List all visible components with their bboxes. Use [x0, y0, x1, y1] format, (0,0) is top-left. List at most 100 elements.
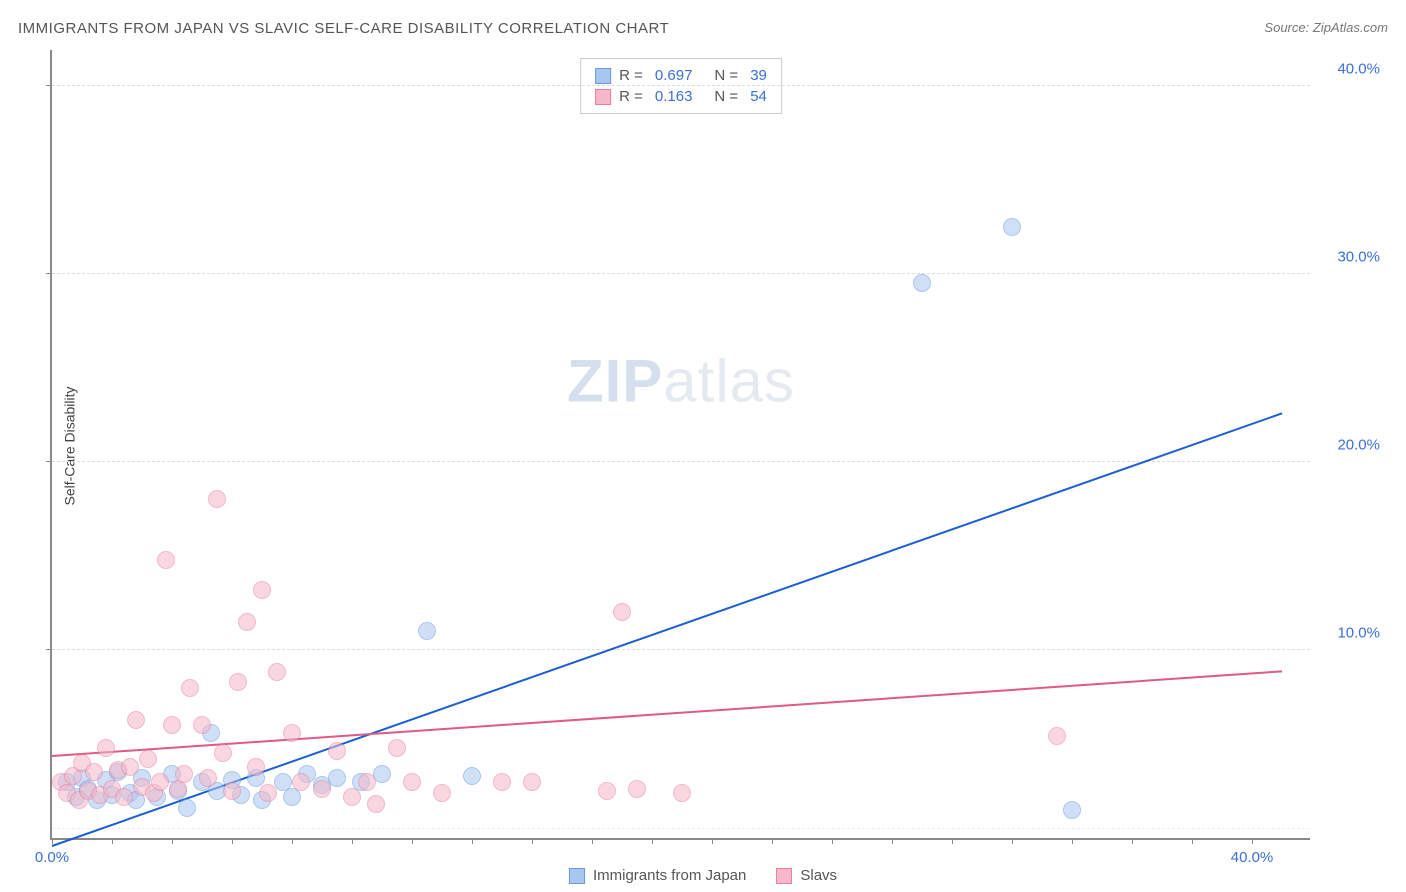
x-tick	[1012, 838, 1013, 844]
legend-n-label: N =	[714, 67, 738, 84]
x-tick	[112, 838, 113, 844]
data-point	[199, 769, 217, 787]
data-point	[913, 274, 931, 292]
watermark-atlas: atlas	[663, 347, 795, 414]
data-point	[1003, 218, 1021, 236]
gridline	[52, 273, 1310, 274]
y-tick	[46, 461, 52, 462]
x-tick	[532, 838, 533, 844]
data-point	[283, 724, 301, 742]
data-point	[493, 773, 511, 791]
y-tick-label: 40.0%	[1337, 60, 1380, 77]
data-point	[628, 780, 646, 798]
legend-r-value: 0.697	[655, 67, 693, 84]
x-tick	[232, 838, 233, 844]
legend-swatch	[569, 868, 585, 884]
y-tick	[46, 85, 52, 86]
legend-series-name: Immigrants from Japan	[593, 867, 746, 884]
x-tick	[832, 838, 833, 844]
x-tick	[472, 838, 473, 844]
data-point	[175, 765, 193, 783]
watermark-zip: ZIP	[567, 347, 663, 414]
x-tick	[652, 838, 653, 844]
data-point	[139, 750, 157, 768]
y-tick	[46, 649, 52, 650]
x-tick	[52, 838, 53, 844]
y-tick-label: 20.0%	[1337, 436, 1380, 453]
series-legend: Immigrants from Japan Slavs	[569, 867, 837, 884]
data-point	[358, 773, 376, 791]
data-point	[388, 739, 406, 757]
chart-title: IMMIGRANTS FROM JAPAN VS SLAVIC SELF-CAR…	[18, 20, 669, 37]
legend-item: Immigrants from Japan	[569, 867, 746, 884]
legend-item: Slavs	[776, 867, 837, 884]
legend-n-label: N =	[714, 88, 738, 105]
gridline	[52, 85, 1310, 86]
legend-row: R = 0.697 N = 39	[595, 65, 767, 86]
gridline	[52, 649, 1310, 650]
legend-n-value: 54	[750, 88, 767, 105]
legend-r-label: R =	[619, 67, 643, 84]
data-point	[403, 773, 421, 791]
x-tick	[352, 838, 353, 844]
x-tick	[892, 838, 893, 844]
correlation-legend: R = 0.697 N = 39 R = 0.163 N = 54	[580, 58, 782, 114]
data-point	[214, 744, 232, 762]
legend-n-value: 39	[750, 67, 767, 84]
source-value: ZipAtlas.com	[1313, 20, 1388, 35]
data-point	[268, 663, 286, 681]
data-point	[418, 622, 436, 640]
data-point	[193, 716, 211, 734]
legend-r-value: 0.163	[655, 88, 693, 105]
legend-swatch	[776, 868, 792, 884]
data-point	[127, 711, 145, 729]
source-attribution: Source: ZipAtlas.com	[1264, 20, 1388, 35]
x-tick-label: 0.0%	[35, 849, 69, 866]
y-tick-label: 30.0%	[1337, 248, 1380, 265]
data-point	[343, 788, 361, 806]
legend-r-label: R =	[619, 88, 643, 105]
x-tick	[952, 838, 953, 844]
data-point	[328, 769, 346, 787]
data-point	[115, 788, 133, 806]
data-point	[463, 767, 481, 785]
data-point	[247, 758, 265, 776]
data-point	[223, 782, 241, 800]
legend-series-name: Slavs	[800, 867, 837, 884]
x-tick	[1252, 838, 1253, 844]
x-tick	[172, 838, 173, 844]
gridline	[52, 828, 1310, 829]
plot-area: ZIPatlas R =0.697N =39R =0.163N =54 10.0…	[50, 50, 1310, 840]
data-point	[208, 490, 226, 508]
data-point	[97, 739, 115, 757]
data-point	[292, 773, 310, 791]
y-tick-label: 10.0%	[1337, 624, 1380, 641]
x-tick-label: 40.0%	[1231, 849, 1274, 866]
data-point	[523, 773, 541, 791]
data-point	[178, 799, 196, 817]
gridline	[52, 461, 1310, 462]
data-point	[157, 551, 175, 569]
data-point	[238, 613, 256, 631]
data-point	[1048, 727, 1066, 745]
legend-swatch	[595, 89, 611, 105]
data-point	[313, 780, 331, 798]
data-point	[181, 679, 199, 697]
data-point	[163, 716, 181, 734]
data-point	[1063, 801, 1081, 819]
data-point	[259, 784, 277, 802]
x-tick	[772, 838, 773, 844]
data-point	[673, 784, 691, 802]
data-point	[328, 742, 346, 760]
x-tick	[1072, 838, 1073, 844]
legend-row: R = 0.163 N = 54	[595, 86, 767, 107]
data-point	[598, 782, 616, 800]
x-tick	[1192, 838, 1193, 844]
data-point	[229, 673, 247, 691]
x-tick	[712, 838, 713, 844]
legend-swatch	[595, 68, 611, 84]
watermark: ZIPatlas	[567, 346, 795, 415]
data-point	[613, 603, 631, 621]
data-point	[367, 795, 385, 813]
data-point	[121, 758, 139, 776]
